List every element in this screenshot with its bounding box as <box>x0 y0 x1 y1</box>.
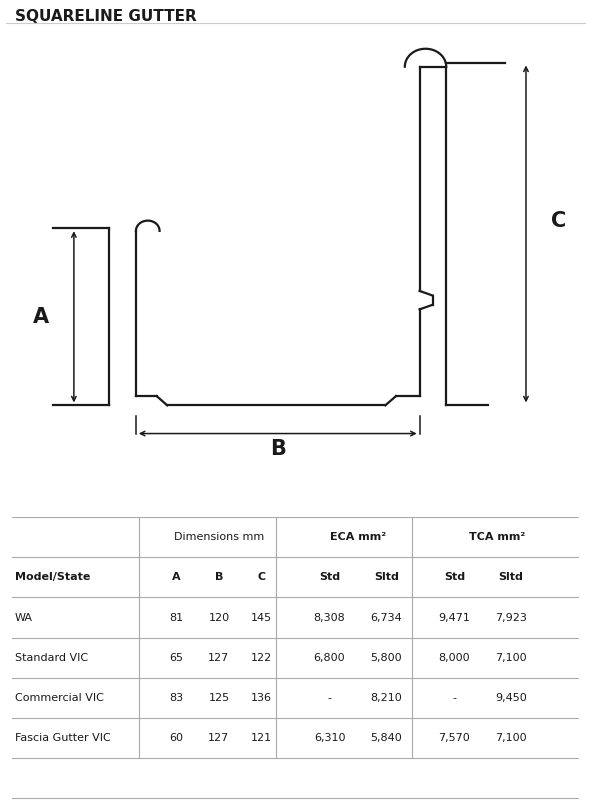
Text: A: A <box>172 572 181 583</box>
Text: 136: 136 <box>251 692 272 703</box>
Text: 5,800: 5,800 <box>371 653 402 663</box>
Text: Std: Std <box>444 572 465 583</box>
Text: 120: 120 <box>209 612 229 622</box>
Text: 9,471: 9,471 <box>439 612 470 622</box>
Text: ECA mm²: ECA mm² <box>330 532 386 542</box>
Text: 127: 127 <box>208 733 229 743</box>
Text: SQUARELINE GUTTER: SQUARELINE GUTTER <box>15 9 197 24</box>
Text: 6,734: 6,734 <box>371 612 402 622</box>
Text: 9,450: 9,450 <box>495 692 527 703</box>
Text: Standard VIC: Standard VIC <box>15 653 88 663</box>
Text: 60: 60 <box>170 733 183 743</box>
Text: 8,308: 8,308 <box>314 612 345 622</box>
Text: 8,000: 8,000 <box>439 653 470 663</box>
Text: Model/State: Model/State <box>15 572 90 583</box>
Text: Sltd: Sltd <box>499 572 524 583</box>
Text: 6,800: 6,800 <box>314 653 345 663</box>
Text: 127: 127 <box>208 653 229 663</box>
Text: 122: 122 <box>251 653 272 663</box>
Text: B: B <box>215 572 223 583</box>
Text: 65: 65 <box>170 653 183 663</box>
Text: -: - <box>327 692 332 703</box>
Text: TCA mm²: TCA mm² <box>469 532 525 542</box>
Text: B: B <box>270 439 285 459</box>
Text: Fascia Gutter VIC: Fascia Gutter VIC <box>15 733 111 743</box>
Text: WA: WA <box>15 612 33 622</box>
Text: 121: 121 <box>251 733 272 743</box>
Text: 7,100: 7,100 <box>495 733 527 743</box>
Text: C: C <box>258 572 265 583</box>
Text: Commercial VIC: Commercial VIC <box>15 692 103 703</box>
Text: 8,210: 8,210 <box>371 692 402 703</box>
Text: 6,310: 6,310 <box>314 733 345 743</box>
Text: Std: Std <box>319 572 340 583</box>
Text: 83: 83 <box>169 692 183 703</box>
Text: 7,570: 7,570 <box>439 733 470 743</box>
Text: Dimensions mm: Dimensions mm <box>174 532 264 542</box>
Text: Sltd: Sltd <box>374 572 399 583</box>
Text: 145: 145 <box>251 612 272 622</box>
Text: 125: 125 <box>209 692 229 703</box>
Text: C: C <box>551 211 566 230</box>
Text: 7,100: 7,100 <box>495 653 527 663</box>
Text: -: - <box>452 692 456 703</box>
Text: 7,923: 7,923 <box>495 612 527 622</box>
Text: A: A <box>33 307 50 326</box>
Text: 5,840: 5,840 <box>371 733 402 743</box>
Text: 81: 81 <box>169 612 183 622</box>
